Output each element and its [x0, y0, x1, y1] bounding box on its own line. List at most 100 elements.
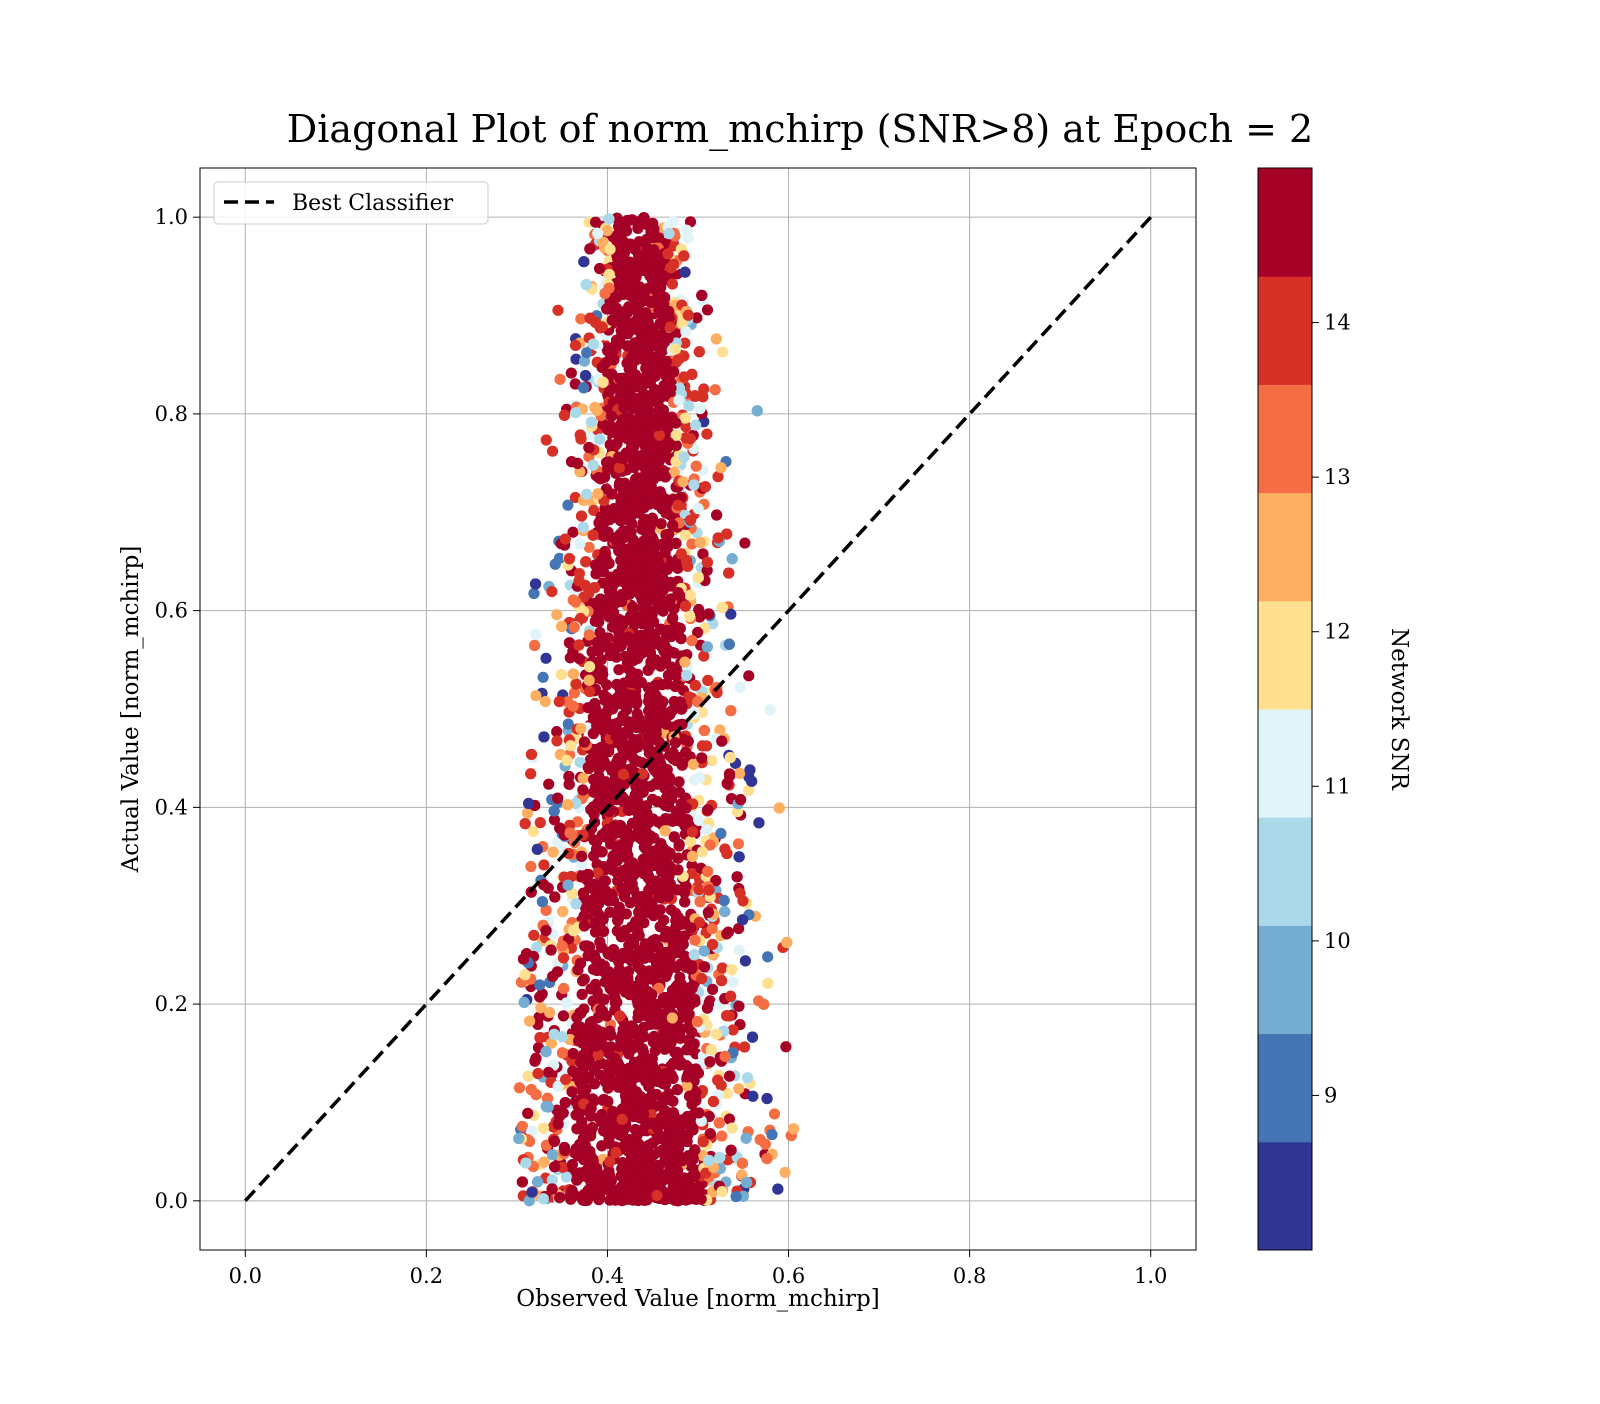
scatter-point: [584, 629, 595, 640]
scatter-point: [696, 973, 707, 984]
scatter-point: [663, 670, 674, 681]
scatter-point: [579, 940, 590, 951]
scatter-point: [552, 793, 563, 804]
scatter-point: [662, 564, 673, 575]
scatter-point: [604, 1048, 615, 1059]
scatter-point: [669, 831, 680, 842]
scatter-point: [520, 818, 531, 829]
scatter-point: [568, 701, 579, 712]
scatter-point: [604, 386, 615, 397]
scatter-point: [670, 417, 681, 428]
scatter-point: [680, 326, 691, 337]
scatter-point: [661, 780, 672, 791]
scatter-point: [643, 267, 654, 278]
scatter-point: [724, 768, 735, 779]
scatter-point: [699, 725, 710, 736]
scatter-point: [643, 743, 654, 754]
scatter-point: [701, 824, 712, 835]
scatter-point: [732, 871, 743, 882]
scatter-point: [618, 769, 629, 780]
scatter-point: [691, 461, 702, 472]
scatter-point: [589, 698, 600, 709]
scatter-point: [647, 852, 658, 863]
scatter-point: [693, 604, 704, 615]
scatter-point: [614, 462, 625, 473]
scatter-point: [590, 559, 601, 570]
scatter-point: [726, 964, 737, 975]
scatter-point: [707, 939, 718, 950]
scatter-point: [623, 632, 634, 643]
scatter-point: [649, 1031, 660, 1042]
scatter-point: [596, 1140, 607, 1151]
scatter-point: [552, 305, 563, 316]
chart-title: Diagonal Plot of norm_mchirp (SNR>8) at …: [287, 107, 1313, 152]
scatter-point: [618, 1077, 629, 1088]
scatter-point: [646, 297, 657, 308]
scatter-point: [568, 668, 579, 679]
scatter-point: [597, 362, 608, 373]
scatter-point: [694, 346, 705, 357]
scatter-point: [700, 481, 711, 492]
scatter-point: [693, 503, 704, 514]
scatter-point: [630, 1124, 641, 1135]
scatter-point: [604, 269, 615, 280]
scatter-point: [529, 640, 540, 651]
scatter-point: [570, 340, 581, 351]
scatter-point: [746, 776, 757, 787]
scatter-point: [670, 681, 681, 692]
scatter-point: [532, 1068, 543, 1079]
scatter-point: [703, 884, 714, 895]
scatter-point: [684, 611, 695, 622]
scatter-point: [701, 740, 712, 751]
scatter-point: [678, 250, 689, 261]
scatter-point: [667, 278, 678, 289]
scatter-point: [603, 283, 614, 294]
scatter-point: [534, 1032, 545, 1043]
scatter-point: [607, 864, 618, 875]
scatter-point: [578, 522, 589, 533]
scatter-point: [564, 553, 575, 564]
scatter-point: [727, 1123, 738, 1134]
scatter-point: [529, 1056, 540, 1067]
scatter-point: [702, 641, 713, 652]
scatter-point: [733, 1001, 744, 1012]
scatter-point: [557, 906, 568, 917]
scatter-point: [622, 727, 633, 738]
scatter-point: [612, 1057, 623, 1068]
scatter-point: [549, 891, 560, 902]
scatter-point: [517, 1176, 528, 1187]
scatter-point: [707, 984, 718, 995]
scatter-point: [584, 661, 595, 672]
scatter-point: [519, 969, 530, 980]
scatter-point: [538, 1157, 549, 1168]
scatter-point: [668, 366, 679, 377]
scatter-point: [645, 996, 656, 1007]
scatter-point: [570, 1068, 581, 1079]
scatter-point: [545, 944, 556, 955]
scatter-point: [716, 1130, 727, 1141]
scatter-point: [739, 537, 750, 548]
scatter-point: [724, 639, 735, 650]
scatter-point: [717, 602, 728, 613]
scatter-point: [596, 674, 607, 685]
scatter-point: [588, 787, 599, 798]
scatter-point: [766, 1129, 777, 1140]
scatter-point: [643, 732, 654, 743]
scatter-point: [611, 718, 622, 729]
scatter-point: [719, 906, 730, 917]
scatter-point: [724, 1010, 735, 1021]
scatter-point: [569, 622, 580, 633]
scatter-point: [625, 610, 636, 621]
scatter-point: [559, 410, 570, 421]
scatter-point: [683, 232, 694, 243]
scatter-point: [684, 1091, 695, 1102]
scatter-point: [572, 964, 583, 975]
scatter-point: [524, 1016, 535, 1027]
scatter-point: [554, 374, 565, 385]
scatter-point: [742, 1072, 753, 1083]
scatter-point: [663, 228, 674, 239]
scatter-point: [617, 1114, 628, 1125]
scatter-point: [580, 370, 591, 381]
scatter-point: [602, 1060, 613, 1071]
